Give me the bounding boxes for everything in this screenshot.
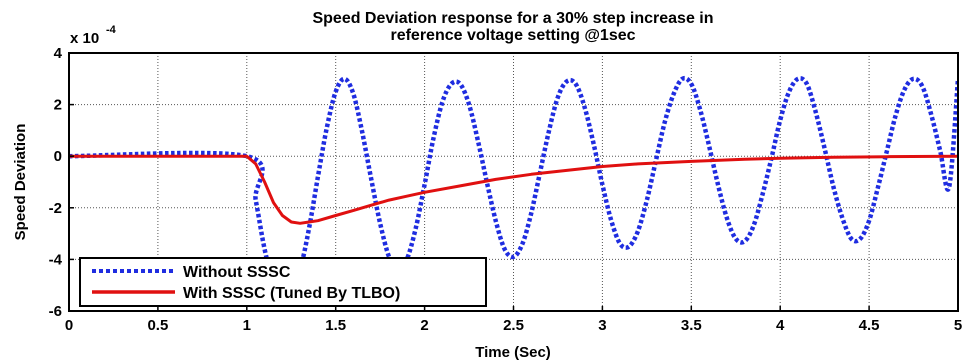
x-tick-label: 5 xyxy=(954,317,962,334)
y-tick-label: -6 xyxy=(49,303,62,320)
series-layer xyxy=(69,75,958,301)
x-axis-label: Time (Sec) xyxy=(475,344,551,361)
y-multiplier-exponent: -4 xyxy=(106,24,117,36)
series-line-0 xyxy=(69,75,958,301)
x-tick-label: 0 xyxy=(65,317,73,334)
x-tick-label: 1.5 xyxy=(325,317,346,334)
series-line-1 xyxy=(69,154,958,225)
legend-box xyxy=(79,257,487,307)
x-tick-label: 2 xyxy=(420,317,428,334)
x-tick-label: 4.5 xyxy=(859,317,880,334)
x-tick-label: 1 xyxy=(243,317,251,334)
x-tick-label: 3 xyxy=(598,317,606,334)
y-tick-label: 0 xyxy=(54,148,62,165)
y-multiplier: x 10 xyxy=(70,30,99,47)
y-axis-label: Speed Deviation xyxy=(12,124,29,241)
y-tick-label: -2 xyxy=(49,200,62,217)
chart-title-line-1: Speed Deviation response for a 30% step … xyxy=(312,10,713,27)
y-tick-label: -4 xyxy=(49,251,63,268)
y-tick-label: 4 xyxy=(54,45,63,62)
x-tick-label: 2.5 xyxy=(503,317,524,334)
x-tick-label: 3.5 xyxy=(681,317,702,334)
y-tick-label: 2 xyxy=(54,97,62,114)
x-tick-label: 0.5 xyxy=(147,317,168,334)
legend-label-with-sssc: With SSSC (Tuned By TLBO) xyxy=(183,285,400,302)
grid xyxy=(69,53,958,311)
tick-labels: 0 0.5 1 1.5 2 2.5 3 3.5 4 4.5 5 4 2 0 -2 -4 -6 xyxy=(49,45,962,334)
legend-label-without-sssc: Without SSSC xyxy=(183,264,291,281)
legend: Without SSSC With SSSC (Tuned By TLBO) xyxy=(79,257,487,307)
chart-title-line-2: reference voltage setting @1sec xyxy=(390,27,635,44)
x-tick-label: 4 xyxy=(776,317,785,334)
